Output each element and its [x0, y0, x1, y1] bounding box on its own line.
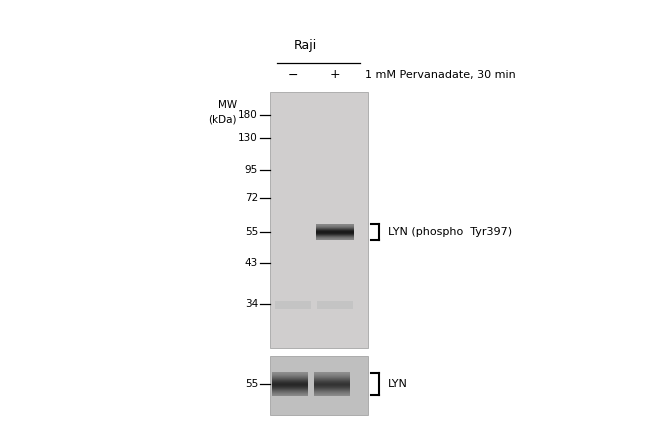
Bar	[314, 387, 350, 388]
Text: (kDa): (kDa)	[209, 115, 237, 125]
Text: 95: 95	[245, 165, 258, 175]
Bar	[272, 375, 308, 376]
Bar	[314, 381, 350, 383]
Bar	[316, 239, 354, 240]
Bar	[272, 381, 308, 383]
Bar	[272, 387, 308, 388]
Bar	[272, 395, 308, 396]
Bar	[316, 230, 354, 231]
Bar	[314, 375, 350, 376]
Bar	[270, 356, 368, 415]
Bar	[314, 374, 350, 375]
Bar	[316, 228, 354, 229]
Bar	[272, 390, 308, 391]
Text: LYN: LYN	[388, 379, 408, 389]
Text: 43: 43	[245, 258, 258, 268]
Bar	[272, 384, 308, 385]
Bar	[272, 385, 308, 387]
Bar	[316, 235, 354, 236]
Bar	[275, 301, 311, 309]
Bar	[314, 378, 350, 379]
Bar	[314, 372, 350, 373]
Bar	[316, 227, 354, 228]
Bar	[314, 380, 350, 381]
Bar	[316, 229, 354, 230]
Bar	[314, 373, 350, 374]
Bar	[314, 385, 350, 387]
Text: 55: 55	[245, 379, 258, 389]
Bar	[314, 383, 350, 384]
Bar	[314, 377, 350, 378]
Bar	[314, 391, 350, 392]
Bar	[314, 395, 350, 396]
Text: 34: 34	[245, 299, 258, 309]
Bar	[316, 233, 354, 234]
Bar	[316, 226, 354, 227]
Text: 55: 55	[245, 227, 258, 237]
Bar	[272, 394, 308, 395]
Bar	[316, 224, 354, 225]
Bar	[314, 379, 350, 380]
Bar	[314, 394, 350, 395]
Bar	[272, 380, 308, 381]
Text: 180: 180	[239, 110, 258, 120]
Bar	[272, 373, 308, 374]
Bar	[314, 376, 350, 377]
Bar	[272, 393, 308, 394]
Text: Raji: Raji	[293, 39, 317, 52]
Bar	[314, 393, 350, 394]
Bar	[270, 92, 368, 348]
Bar	[272, 378, 308, 379]
Text: MW: MW	[218, 100, 237, 110]
Bar	[316, 234, 354, 235]
Text: 72: 72	[245, 193, 258, 203]
Bar	[272, 388, 308, 389]
Bar	[314, 389, 350, 390]
Bar	[314, 392, 350, 393]
Bar	[272, 383, 308, 384]
Bar	[272, 391, 308, 392]
Bar	[316, 232, 354, 233]
Bar	[272, 379, 308, 380]
Bar	[314, 388, 350, 389]
Bar	[272, 392, 308, 393]
Bar	[272, 389, 308, 390]
Bar	[316, 237, 354, 238]
Text: −: −	[288, 68, 298, 81]
Text: +: +	[330, 68, 341, 81]
Bar	[316, 238, 354, 239]
Bar	[316, 231, 354, 232]
Bar	[316, 236, 354, 237]
Bar	[316, 225, 354, 226]
Bar	[317, 301, 353, 309]
Text: 1 mM Pervanadate, 30 min: 1 mM Pervanadate, 30 min	[365, 70, 515, 80]
Bar	[314, 390, 350, 391]
Bar	[272, 376, 308, 377]
Text: LYN (phospho  Tyr397): LYN (phospho Tyr397)	[388, 227, 512, 237]
Bar	[272, 372, 308, 373]
Text: 130: 130	[239, 133, 258, 143]
Bar	[314, 384, 350, 385]
Bar	[272, 377, 308, 378]
Bar	[272, 374, 308, 375]
